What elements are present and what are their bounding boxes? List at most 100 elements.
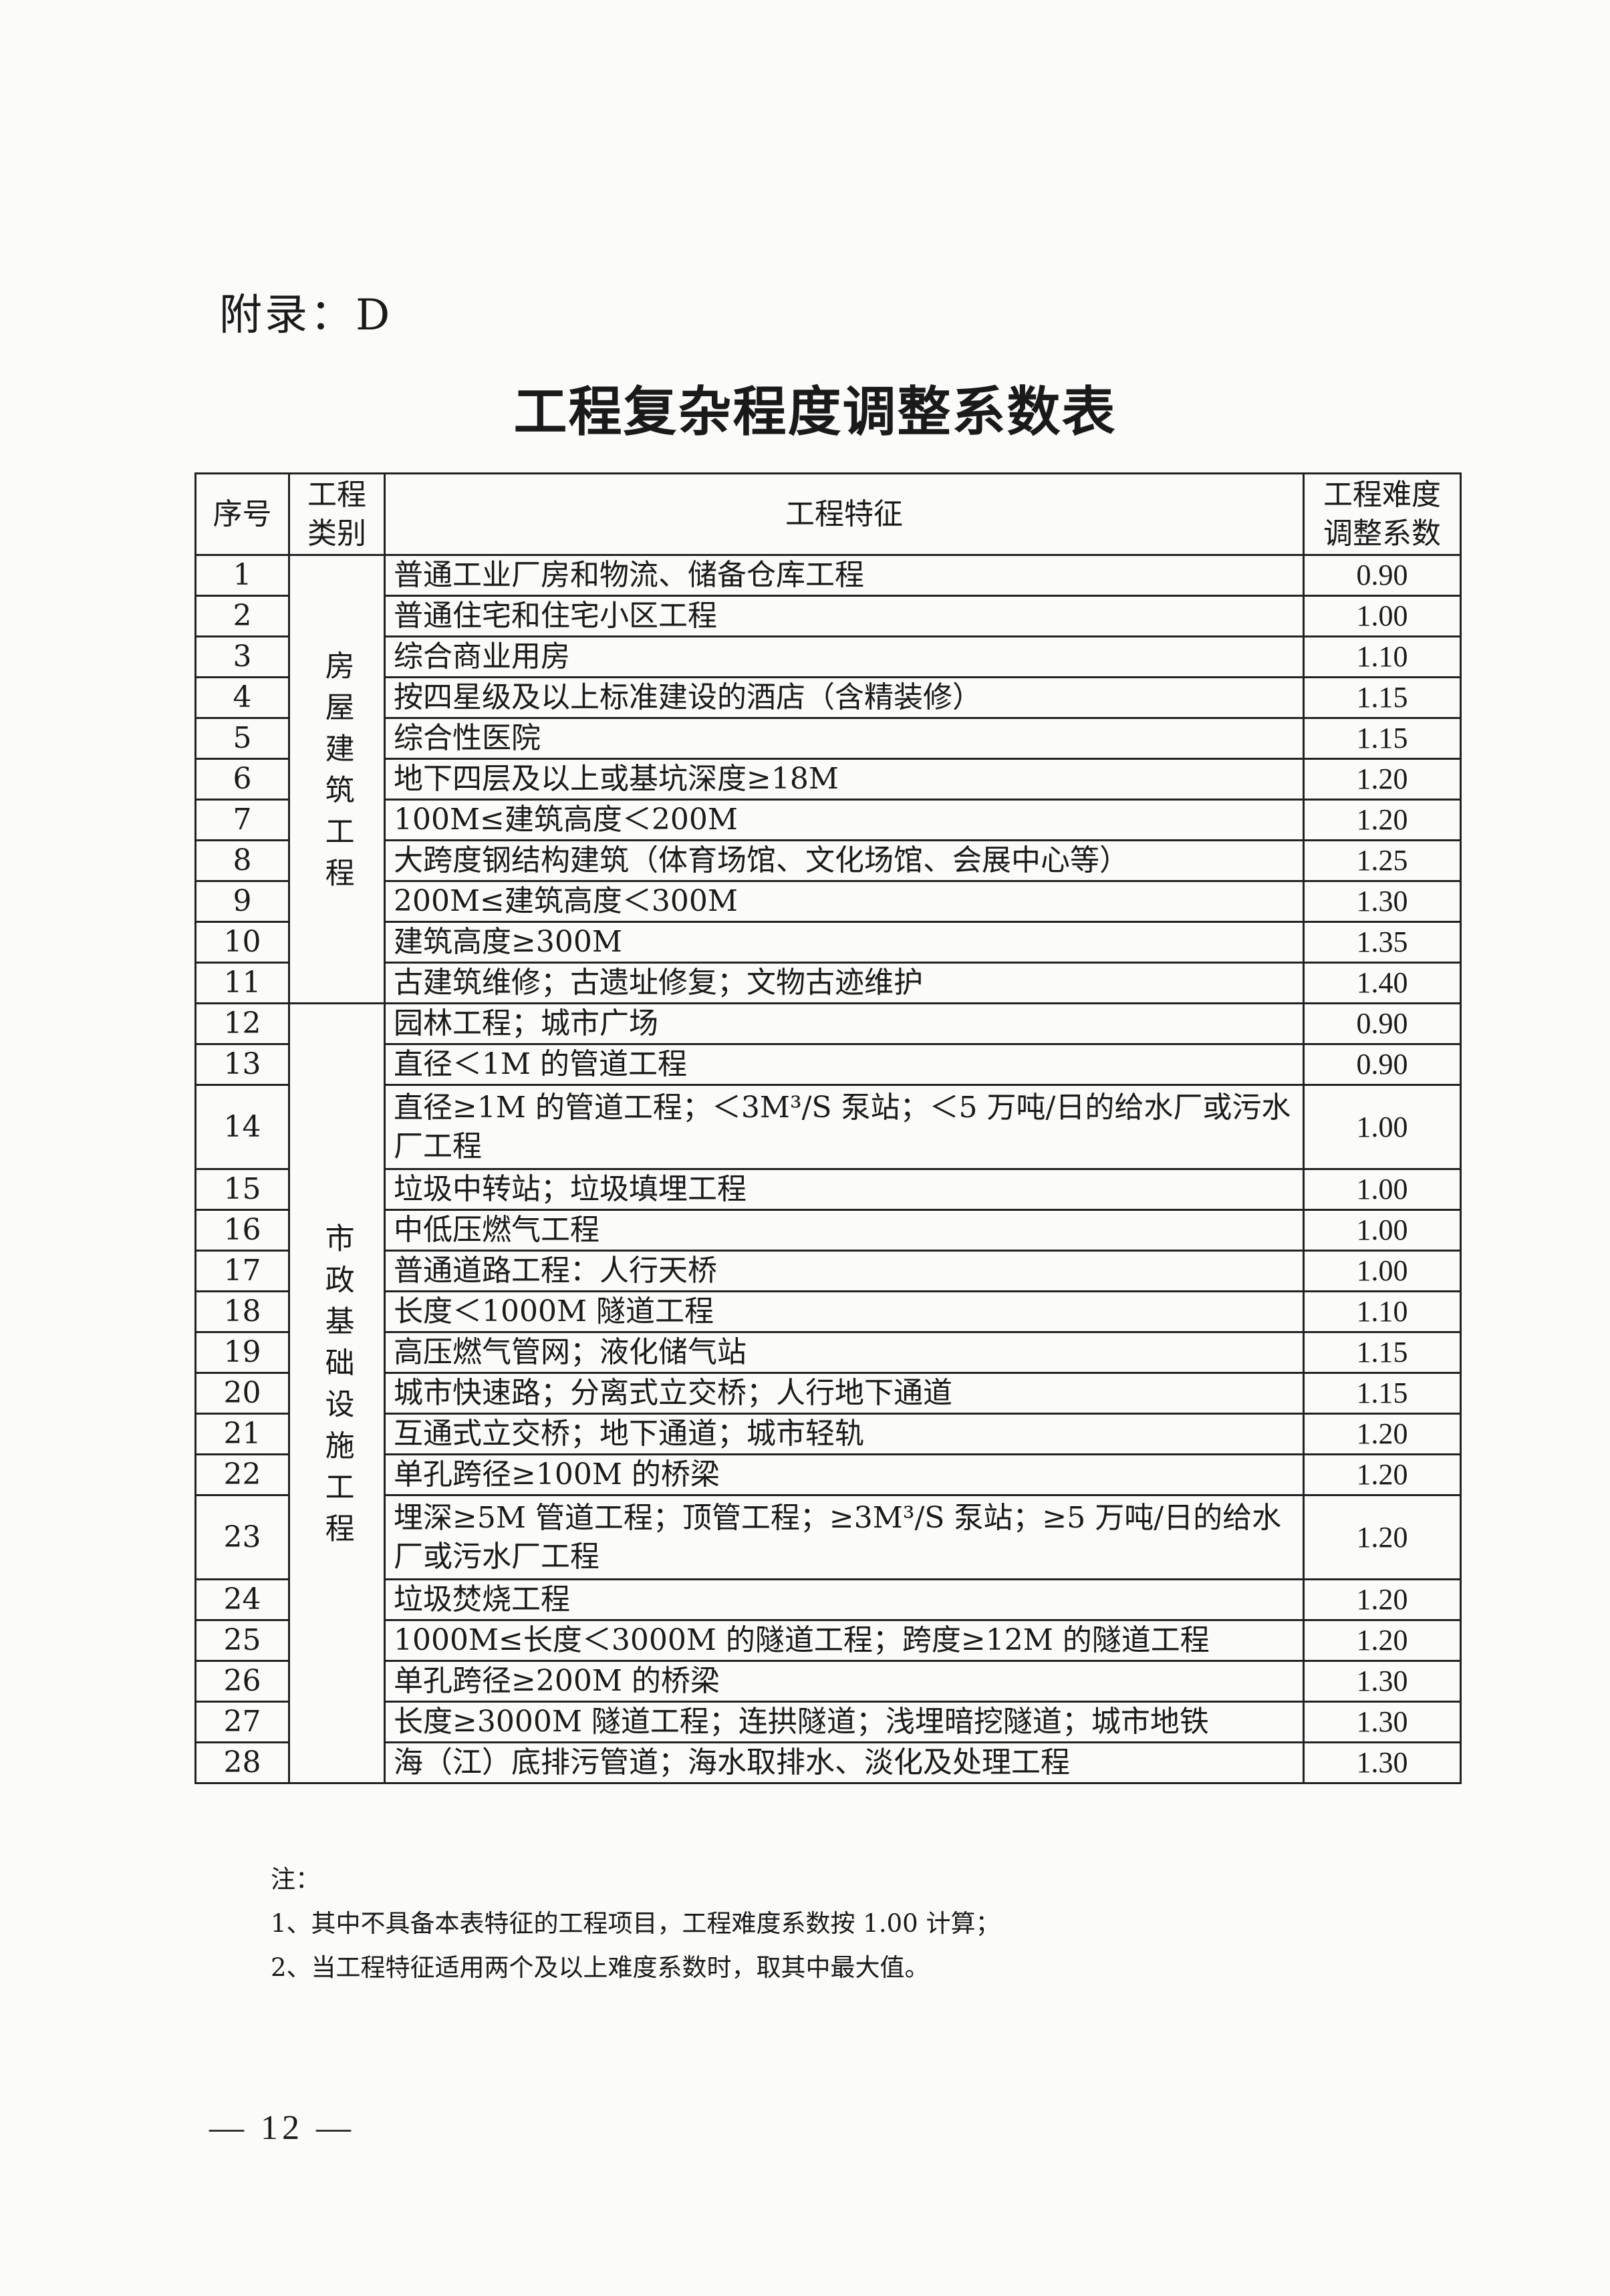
table-row: 21 互通式立交桥；地下通道；城市轻轨 1.20 (194, 1413, 1462, 1455)
table-row: 15 垃圾中转站；垃圾填埋工程 1.00 (194, 1168, 1462, 1211)
feature-cell: 长度＜1000M 隧道工程 (384, 1290, 1305, 1333)
row-number: 27 (194, 1701, 290, 1743)
feature-cell: 普通住宅和住宅小区工程 (384, 595, 1305, 637)
table-row: 16 中低压燃气工程 1.00 (194, 1209, 1462, 1252)
feature-cell: 垃圾中转站；垃圾填埋工程 (384, 1168, 1305, 1211)
row-number: 2 (194, 595, 290, 637)
coefficient-cell: 1.10 (1303, 1290, 1462, 1333)
coefficient-cell: 1.00 (1303, 1209, 1462, 1252)
table-row: 19 高压燃气管网；液化储气站 1.15 (194, 1331, 1462, 1374)
feature-cell: 1000M≤长度＜3000M 的隧道工程；跨度≥12M 的隧道工程 (384, 1619, 1305, 1662)
coefficient-cell: 0.90 (1303, 554, 1462, 597)
header-category-line1: 工程 (307, 478, 366, 513)
row-number: 17 (194, 1250, 290, 1292)
row-number: 8 (194, 839, 290, 882)
row-number: 11 (194, 962, 290, 1004)
category-cell: 房屋建筑工程 (288, 554, 386, 1004)
feature-cell: 综合商业用房 (384, 635, 1305, 678)
row-number: 1 (194, 554, 290, 597)
table-row: 5 综合性医院 1.15 (194, 717, 1462, 760)
feature-cell: 综合性医院 (384, 717, 1305, 760)
coefficient-cell: 1.20 (1303, 758, 1462, 801)
coefficient-cell: 1.20 (1303, 1619, 1462, 1662)
coefficient-cell: 1.20 (1303, 1453, 1462, 1496)
coefficient-cell: 1.40 (1303, 962, 1462, 1004)
table-row: 9 200M≤建筑高度＜300M 1.30 (194, 880, 1462, 923)
table-row: 23 埋深≥5M 管道工程；顶管工程；≥3M³/S 泵站；≥5 万吨/日的给水厂或… (194, 1494, 1462, 1580)
header-coef-line1: 工程难度 (1323, 478, 1441, 513)
row-number: 24 (194, 1578, 290, 1621)
coefficient-cell: 1.00 (1303, 1084, 1462, 1170)
row-number: 19 (194, 1331, 290, 1374)
table-row: 10 建筑高度≥300M 1.35 (194, 921, 1462, 964)
row-number: 28 (194, 1741, 290, 1784)
row-number: 23 (194, 1494, 290, 1580)
coefficient-cell: 1.15 (1303, 717, 1462, 760)
header-feature: 工程特征 (384, 472, 1305, 556)
table-body: 1 房屋建筑工程 普通工业厂房和物流、储备仓库工程 0.90 2 普通住宅和住宅小区工程 1… (194, 554, 1462, 1784)
feature-cell: 高压燃气管网；液化储气站 (384, 1331, 1305, 1374)
table-header-row: 序号 工程 类别 工程特征 工程难度 调整系数 (194, 472, 1462, 556)
notes-heading: 注： (271, 1865, 320, 1894)
table-row: 25 1000M≤长度＜3000M 的隧道工程；跨度≥12M 的隧道工程 1.20 (194, 1619, 1462, 1662)
table-row: 1 房屋建筑工程 普通工业厂房和物流、储备仓库工程 0.90 (194, 554, 1462, 1004)
feature-cell: 城市快速路；分离式立交桥；人行地下通道 (384, 1372, 1305, 1415)
coefficient-table: 序号 工程 类别 工程特征 工程难度 调整系数 1 房屋建筑工程 普通工业厂房和物流… (194, 472, 1462, 1784)
feature-cell: 直径＜1M 的管道工程 (384, 1043, 1305, 1086)
row-number: 12 (194, 1002, 290, 1045)
row-number: 10 (194, 921, 290, 964)
coefficient-cell: 1.30 (1303, 1701, 1462, 1743)
coefficient-cell: 0.90 (1303, 1002, 1462, 1045)
feature-cell: 单孔跨径≥100M 的桥梁 (384, 1453, 1305, 1496)
coefficient-cell: 1.25 (1303, 839, 1462, 882)
feature-cell: 普通工业厂房和物流、储备仓库工程 (384, 554, 1305, 597)
header-category-line2: 类别 (307, 516, 366, 551)
table-row: 22 单孔跨径≥100M 的桥梁 1.20 (194, 1453, 1462, 1496)
row-number: 20 (194, 1372, 290, 1415)
page-title: 工程复杂程度调整系数表 (513, 380, 1117, 443)
coefficient-cell: 1.00 (1303, 1250, 1462, 1292)
feature-cell: 大跨度钢结构建筑（体育场馆、文化场馆、会展中心等） (384, 839, 1305, 882)
feature-cell: 长度≥3000M 隧道工程；连拱隧道；浅埋暗挖隧道；城市地铁 (384, 1701, 1305, 1743)
row-number: 25 (194, 1619, 290, 1662)
row-number: 9 (194, 880, 290, 923)
table-row: 11 古建筑维修；古遗址修复；文物古迹维护 1.40 (194, 962, 1462, 1004)
coefficient-cell: 1.20 (1303, 1578, 1462, 1621)
note-item: 1、其中不具备本表特征的工程项目，工程难度系数按 1.00 计算； (271, 1909, 1000, 1938)
coefficient-cell: 1.15 (1303, 1372, 1462, 1415)
table-row: 2 普通住宅和住宅小区工程 1.00 (194, 595, 1462, 637)
row-number: 14 (194, 1084, 290, 1170)
feature-cell: 200M≤建筑高度＜300M (384, 880, 1305, 923)
feature-cell: 埋深≥5M 管道工程；顶管工程；≥3M³/S 泵站；≥5 万吨/日的给水厂或污水… (384, 1494, 1305, 1580)
row-number: 6 (194, 758, 290, 801)
feature-cell: 互通式立交桥；地下通道；城市轻轨 (384, 1413, 1305, 1455)
feature-cell: 按四星级及以上标准建设的酒店（含精装修） (384, 676, 1305, 719)
header-no: 序号 (194, 472, 290, 556)
coefficient-cell: 1.20 (1303, 1494, 1462, 1580)
coefficient-cell: 1.15 (1303, 676, 1462, 719)
row-number: 26 (194, 1660, 290, 1703)
coefficient-cell: 1.00 (1303, 595, 1462, 637)
feature-cell: 100M≤建筑高度＜200M (384, 799, 1305, 841)
category-label: 市政基础设施工程 (319, 1222, 354, 1554)
coefficient-cell: 0.90 (1303, 1043, 1462, 1086)
coefficient-cell: 1.30 (1303, 1660, 1462, 1703)
appendix-label: 附录：D (219, 291, 393, 340)
coefficient-cell: 1.15 (1303, 1331, 1462, 1374)
row-number: 13 (194, 1043, 290, 1086)
row-number: 18 (194, 1290, 290, 1333)
table-row: 20 城市快速路；分离式立交桥；人行地下通道 1.15 (194, 1372, 1462, 1415)
table-row: 8 大跨度钢结构建筑（体育场馆、文化场馆、会展中心等） 1.25 (194, 839, 1462, 882)
coefficient-cell: 1.10 (1303, 635, 1462, 678)
feature-cell: 古建筑维修；古遗址修复；文物古迹维护 (384, 962, 1305, 1004)
notes: 注： 1、其中不具备本表特征的工程项目，工程难度系数按 1.00 计算； 2、当… (271, 1858, 1000, 1990)
table-row: 27 长度≥3000M 隧道工程；连拱隧道；浅埋暗挖隧道；城市地铁 1.30 (194, 1701, 1462, 1743)
coefficient-cell: 1.35 (1303, 921, 1462, 964)
feature-cell: 建筑高度≥300M (384, 921, 1305, 964)
table-row: 7 100M≤建筑高度＜200M 1.20 (194, 799, 1462, 841)
table-row: 13 直径＜1M 的管道工程 0.90 (194, 1043, 1462, 1086)
row-number: 3 (194, 635, 290, 678)
row-number: 22 (194, 1453, 290, 1496)
table-row: 3 综合商业用房 1.10 (194, 635, 1462, 678)
coefficient-cell: 1.00 (1303, 1168, 1462, 1211)
